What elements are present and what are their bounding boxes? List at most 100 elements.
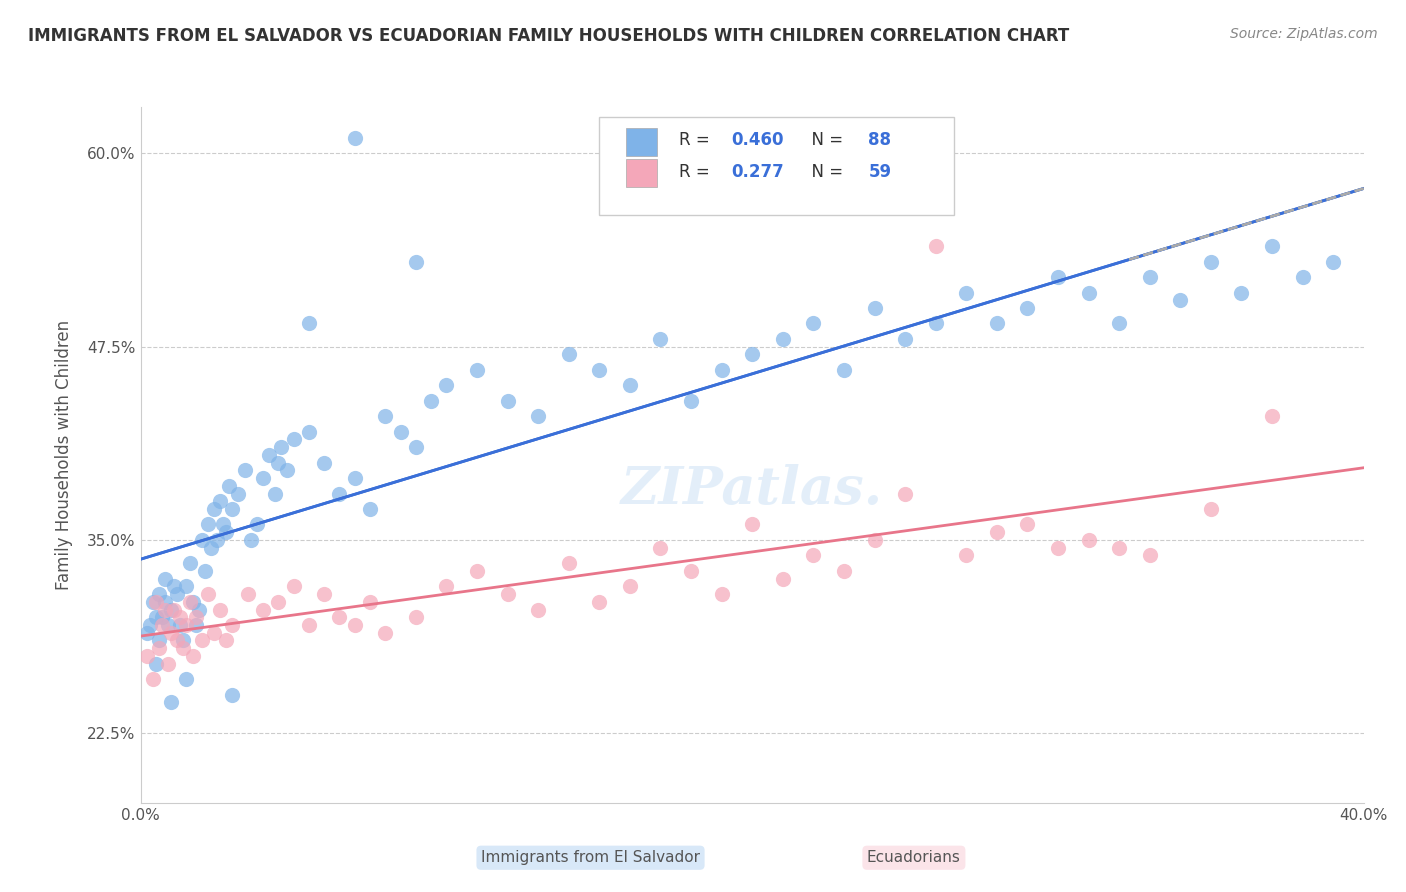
Point — [681, 393, 703, 408]
Point — [160, 695, 183, 709]
Point — [1139, 549, 1161, 563]
Point — [276, 463, 298, 477]
Point — [1046, 541, 1070, 555]
Text: R =: R = — [679, 131, 714, 149]
Point — [145, 657, 167, 671]
Text: Immigrants from El Salvador: Immigrants from El Salvador — [481, 850, 700, 865]
Point — [374, 409, 396, 424]
Point — [1077, 285, 1099, 300]
Y-axis label: Family Households with Children: Family Households with Children — [55, 320, 73, 590]
Point — [172, 641, 194, 656]
Point — [270, 440, 292, 454]
Point — [221, 502, 243, 516]
Point — [169, 618, 191, 632]
Point — [588, 595, 610, 609]
Point — [558, 347, 581, 361]
Point — [176, 672, 198, 686]
Point — [150, 618, 173, 632]
Point — [172, 633, 194, 648]
Point — [1108, 541, 1130, 555]
Point — [527, 409, 550, 424]
Point — [176, 579, 198, 593]
Point — [1261, 239, 1284, 253]
Text: ZIPatlas.: ZIPatlas. — [621, 464, 883, 516]
Point — [1199, 502, 1222, 516]
FancyBboxPatch shape — [626, 159, 657, 187]
Point — [257, 448, 280, 462]
Point — [163, 602, 186, 616]
Point — [374, 625, 396, 640]
Point — [1017, 301, 1039, 315]
Point — [233, 463, 256, 477]
Point — [209, 494, 232, 508]
FancyBboxPatch shape — [626, 128, 657, 156]
Point — [197, 517, 219, 532]
Point — [228, 486, 250, 500]
Point — [527, 602, 550, 616]
Point — [215, 633, 238, 648]
Point — [283, 433, 305, 447]
Point — [166, 633, 188, 648]
Point — [160, 602, 183, 616]
Point — [558, 556, 581, 570]
Point — [619, 378, 641, 392]
Point — [239, 533, 262, 547]
Point — [619, 579, 641, 593]
Point — [741, 517, 763, 532]
Point — [283, 579, 305, 593]
Point — [150, 610, 173, 624]
Point — [264, 486, 287, 500]
Point — [187, 602, 209, 616]
Point — [986, 525, 1008, 540]
Text: N =: N = — [801, 131, 848, 149]
Text: Ecuadorians: Ecuadorians — [868, 850, 960, 865]
Point — [157, 618, 180, 632]
Point — [343, 618, 366, 632]
Point — [246, 517, 269, 532]
Point — [681, 564, 703, 578]
Point — [1108, 317, 1130, 331]
Point — [218, 479, 240, 493]
Point — [803, 317, 825, 331]
Point — [1291, 270, 1313, 285]
Point — [359, 595, 381, 609]
Point — [202, 502, 225, 516]
Point — [184, 610, 207, 624]
Point — [359, 502, 381, 516]
Point — [710, 363, 733, 377]
Point — [153, 572, 176, 586]
Point — [145, 610, 167, 624]
Text: IMMIGRANTS FROM EL SALVADOR VS ECUADORIAN FAMILY HOUSEHOLDS WITH CHILDREN CORREL: IMMIGRANTS FROM EL SALVADOR VS ECUADORIA… — [28, 27, 1070, 45]
Point — [194, 564, 217, 578]
Point — [200, 541, 222, 555]
Point — [1322, 254, 1344, 268]
Point — [312, 587, 335, 601]
Point — [148, 633, 170, 648]
Text: Source: ZipAtlas.com: Source: ZipAtlas.com — [1230, 27, 1378, 41]
Point — [588, 363, 610, 377]
Point — [215, 525, 238, 540]
Point — [142, 595, 165, 609]
Point — [955, 549, 977, 563]
Point — [420, 393, 443, 408]
Point — [236, 587, 259, 601]
Point — [1017, 517, 1039, 532]
Point — [153, 602, 176, 616]
Point — [148, 641, 170, 656]
Point — [267, 456, 290, 470]
Point — [197, 587, 219, 601]
Point — [267, 595, 290, 609]
Point — [986, 317, 1008, 331]
Text: 88: 88 — [869, 131, 891, 149]
Point — [710, 587, 733, 601]
Point — [135, 648, 157, 663]
Point — [135, 625, 157, 640]
Point — [212, 517, 235, 532]
Point — [343, 131, 366, 145]
Point — [496, 587, 519, 601]
Point — [925, 317, 948, 331]
Point — [328, 610, 350, 624]
Text: 0.460: 0.460 — [731, 131, 785, 149]
Point — [436, 378, 458, 392]
Point — [1046, 270, 1070, 285]
